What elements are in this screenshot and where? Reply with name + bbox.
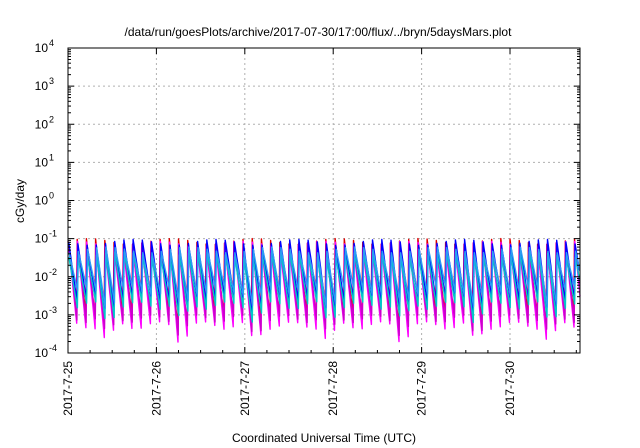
y-axis-label: cGy/day xyxy=(13,179,27,223)
y-tick-exponent: 1 xyxy=(49,152,54,162)
y-tick-label: 10 xyxy=(35,346,49,360)
y-tick-label: 10 xyxy=(35,308,49,322)
y-tick-label: 10 xyxy=(35,79,49,93)
x-axis-label: Coordinated Universal Time (UTC) xyxy=(232,431,416,445)
x-tick-label: 2017-7-27 xyxy=(238,361,252,416)
y-tick-exponent: -4 xyxy=(49,343,57,353)
y-tick-exponent: -2 xyxy=(49,267,57,277)
series-layer xyxy=(67,237,581,343)
series-line-6 xyxy=(68,246,581,310)
grid-layer xyxy=(68,48,580,353)
y-tick-exponent: 3 xyxy=(49,76,54,86)
y-tick-label: 10 xyxy=(35,194,49,208)
y-tick-label: 10 xyxy=(35,232,49,246)
y-tick-exponent: 4 xyxy=(49,38,54,48)
y-tick-exponent: 0 xyxy=(49,191,54,201)
y-tick-exponent: -1 xyxy=(49,229,57,239)
x-tick-label: 2017-7-28 xyxy=(326,361,340,416)
y-tick-label: 10 xyxy=(35,270,49,284)
series-line-5 xyxy=(68,251,581,324)
y-tick-label: 10 xyxy=(35,155,49,169)
x-tick-label: 2017-7-30 xyxy=(503,361,517,416)
y-tick-label: 10 xyxy=(35,117,49,131)
x-tick-label: 2017-7-26 xyxy=(149,361,163,416)
x-tick-label: 2017-7-25 xyxy=(61,361,75,416)
y-tick-label: 10 xyxy=(35,41,49,55)
chart-title: /data/run/goesPlots/archive/2017-07-30/1… xyxy=(125,25,513,39)
y-tick-exponent: 2 xyxy=(49,114,54,124)
x-tick-label: 2017-7-29 xyxy=(415,361,429,416)
y-tick-exponent: -3 xyxy=(49,305,57,315)
